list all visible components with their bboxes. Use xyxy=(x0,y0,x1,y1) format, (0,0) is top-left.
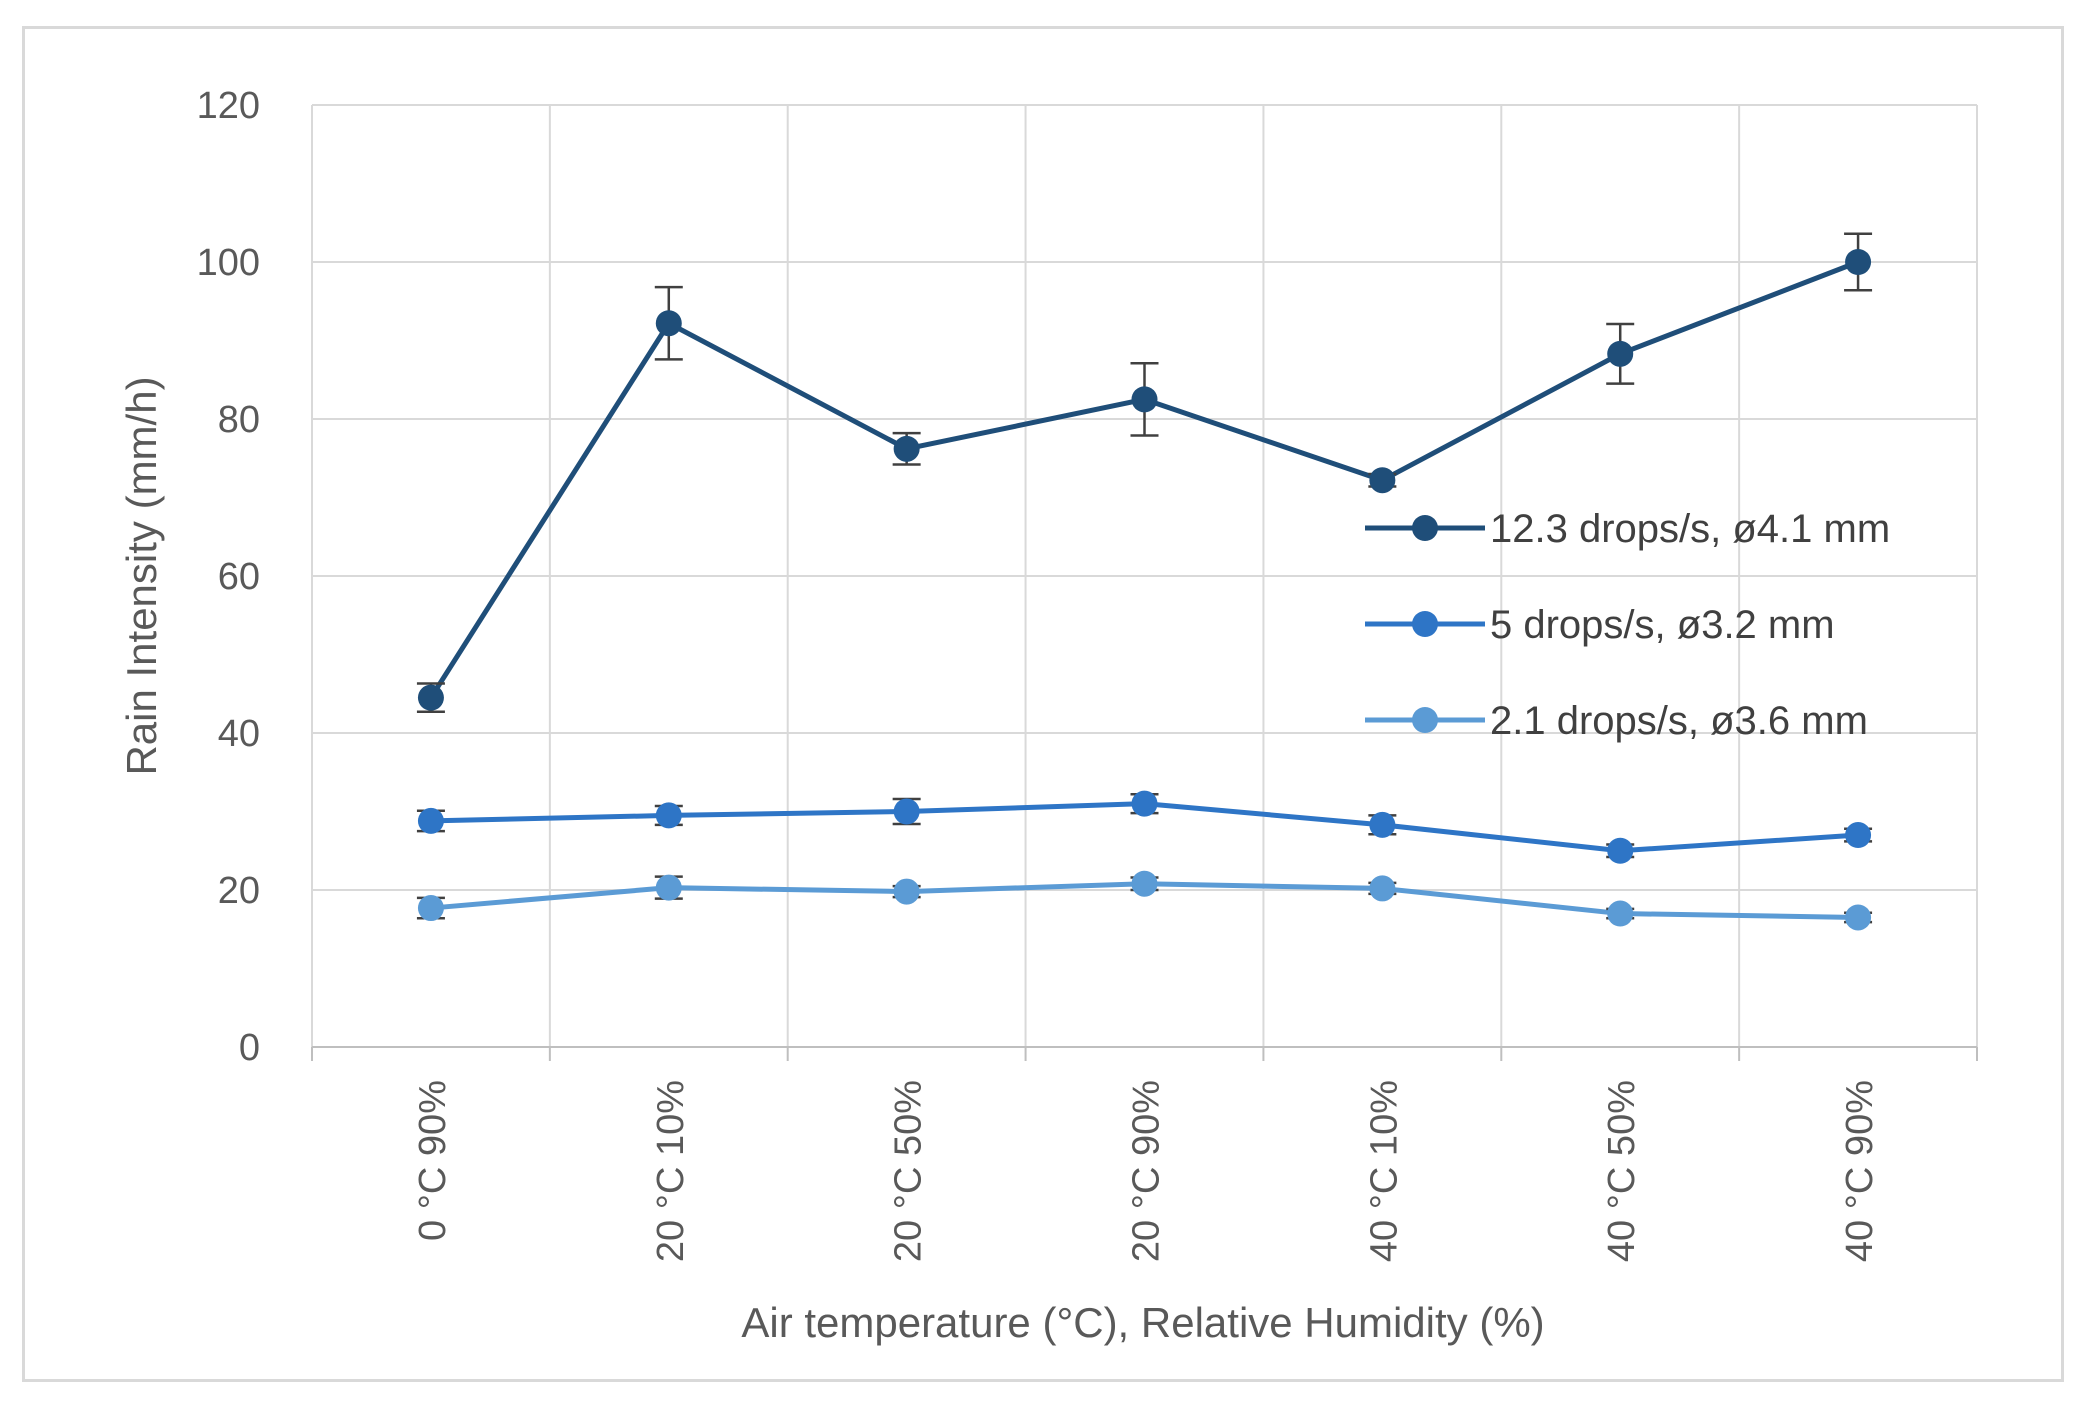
x-tick-label: 20 °C 90% xyxy=(1126,1080,1168,1262)
data-point xyxy=(1369,875,1396,902)
data-point xyxy=(893,435,920,462)
y-tick-label: 0 xyxy=(239,1027,260,1069)
chart-frame xyxy=(22,26,2064,1382)
data-point xyxy=(417,895,444,922)
data-point xyxy=(1131,870,1158,897)
data-point xyxy=(893,878,920,905)
legend-item: 12.3 drops/s, ø4.1 mm xyxy=(1365,507,1890,551)
legend: 12.3 drops/s, ø4.1 mm 5 drops/s, ø3.2 mm 2… xyxy=(1365,507,1890,743)
legend-item: 2.1 drops/s, ø3.6 mm xyxy=(1365,699,1868,743)
y-tick-label: 40 xyxy=(218,713,260,755)
x-axis-title: Air temperature (°C), Relative Humidity … xyxy=(741,1299,1544,1346)
data-point xyxy=(1369,811,1396,838)
series-group xyxy=(416,232,1873,931)
legend-item: 5 drops/s, ø3.2 mm xyxy=(1365,603,1835,647)
legend-marker xyxy=(1412,611,1438,637)
legend-label: 2.1 drops/s, ø3.6 mm xyxy=(1490,699,1868,743)
legend-marker xyxy=(1412,707,1438,733)
x-tick-label: 40 °C 50% xyxy=(1601,1080,1643,1262)
data-point xyxy=(1131,386,1158,413)
y-tick-label: 120 xyxy=(197,85,260,127)
data-point xyxy=(655,802,682,829)
data-point xyxy=(893,798,920,825)
y-tick-labels: 0 20 40 60 80 100 120 xyxy=(197,85,260,1069)
x-tick-label: 20 °C 50% xyxy=(888,1080,930,1262)
x-tick-label: 40 °C 10% xyxy=(1363,1080,1405,1262)
data-point xyxy=(1607,340,1634,367)
series-1 xyxy=(416,232,1873,714)
data-point xyxy=(1607,900,1634,927)
y-tick-label: 80 xyxy=(218,399,260,441)
y-tick-label: 100 xyxy=(197,242,260,284)
x-tick-label: 0 °C 90% xyxy=(412,1080,454,1241)
grid-lines xyxy=(311,104,1978,1047)
y-tick-label: 60 xyxy=(218,556,260,598)
legend-label: 5 drops/s, ø3.2 mm xyxy=(1490,603,1835,647)
series-2 xyxy=(416,790,1873,864)
data-point xyxy=(1845,904,1872,931)
data-point xyxy=(655,310,682,337)
x-tick-label: 20 °C 10% xyxy=(650,1080,692,1262)
data-point xyxy=(1845,822,1872,849)
y-tick-label: 20 xyxy=(218,870,260,912)
y-axis-title: Rain Intensity (mm/h) xyxy=(118,376,165,775)
data-point xyxy=(655,874,682,901)
axes xyxy=(311,1046,1978,1061)
legend-label: 12.3 drops/s, ø4.1 mm xyxy=(1490,507,1890,551)
legend-marker xyxy=(1412,515,1438,541)
data-point xyxy=(1369,467,1396,494)
data-point xyxy=(1845,249,1872,275)
x-tick-label: 40 °C 90% xyxy=(1839,1080,1881,1262)
series-3 xyxy=(416,870,1873,931)
data-point xyxy=(1131,790,1158,817)
x-tick-labels: 0 °C 90% 20 °C 10% 20 °C 50% 20 °C 90% 40 °C… xyxy=(412,1080,1881,1262)
data-point xyxy=(1607,837,1634,864)
data-point xyxy=(417,684,444,711)
data-point xyxy=(417,807,444,834)
